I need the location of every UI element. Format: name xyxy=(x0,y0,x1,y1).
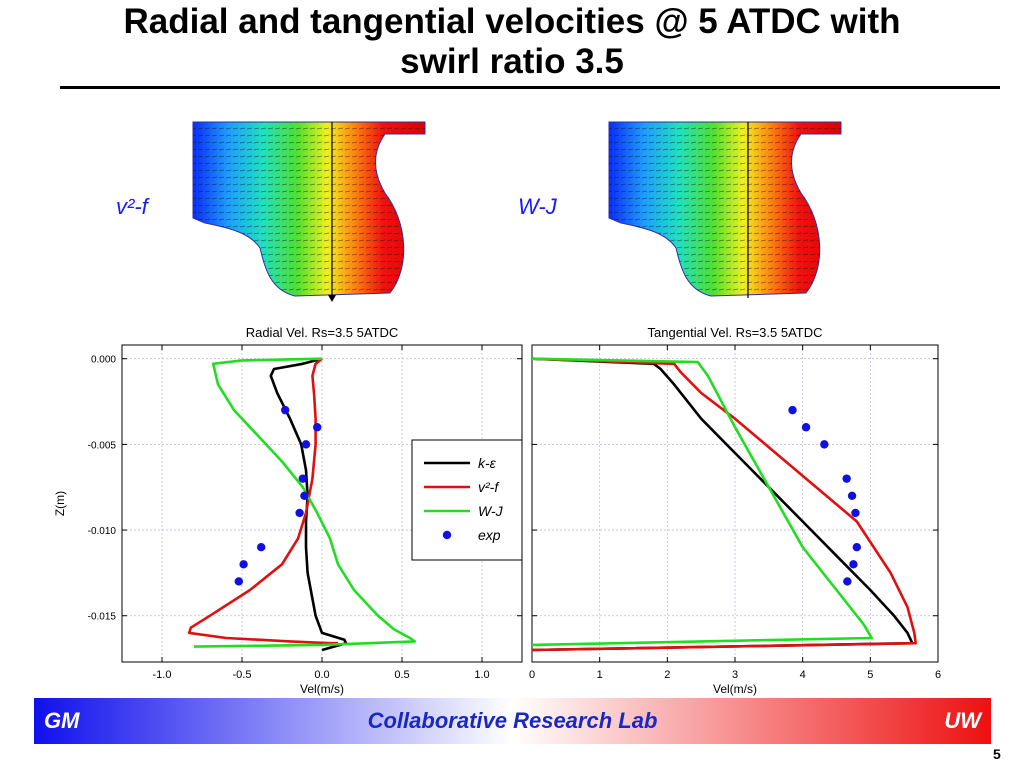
chart-title: Radial Vel. Rs=3.5 5ATDC xyxy=(246,325,399,340)
series-exp-point xyxy=(295,508,304,518)
series-exp-point xyxy=(820,440,829,449)
footer-banner: GM Collaborative Research Lab UW xyxy=(34,698,991,744)
series-exp-point xyxy=(298,474,307,483)
footer-left: GM xyxy=(44,708,80,733)
legend-swatch-dot xyxy=(442,530,452,540)
series-exp-point xyxy=(234,577,243,586)
series-exp-point xyxy=(239,560,248,569)
chart-title: Tangential Vel. Rs=3.5 5ATDC xyxy=(648,325,823,340)
footer-center: Collaborative Research Lab xyxy=(367,708,658,733)
title-divider xyxy=(60,86,1000,89)
cfd-left-label: v²-f xyxy=(116,194,148,219)
slide-title-line1: Radial and tangential velocities @ 5 ATD… xyxy=(123,2,901,41)
series-WJ-line xyxy=(193,357,417,648)
y-tick-label: 0.000 xyxy=(91,355,116,366)
slide-title-line2: swirl ratio 3.5 xyxy=(400,42,624,81)
x-tick-label: 4 xyxy=(800,669,806,681)
series-k-line xyxy=(531,357,914,652)
cfd-vector-field-right xyxy=(608,121,842,298)
x-tick-label: 6 xyxy=(935,669,941,681)
series-exp-point xyxy=(257,542,266,552)
series-exp-point xyxy=(851,508,860,518)
x-tick-label: 5 xyxy=(867,669,873,681)
x-axis-label: Vel(m/s) xyxy=(300,682,344,696)
cfd-right-label: W-J xyxy=(518,194,557,219)
y-tick-label: -0.015 xyxy=(88,612,117,623)
legend-label: k-ε xyxy=(478,455,497,471)
series-exp-point xyxy=(300,491,309,500)
x-tick-label: 1.0 xyxy=(474,669,489,681)
x-tick-label: -0.5 xyxy=(233,669,252,681)
legend-label: v²-f xyxy=(478,479,500,495)
footer-right: UW xyxy=(944,708,981,733)
x-tick-label: 3 xyxy=(732,669,738,681)
series-exp-point xyxy=(852,542,861,552)
series-exp-point xyxy=(281,405,290,415)
x-tick-label: 0 xyxy=(529,669,535,681)
series-k-line xyxy=(269,357,348,652)
x-axis-label: Vel(m/s) xyxy=(713,682,757,696)
series-vf-line xyxy=(187,357,338,645)
slide-title: Radial and tangential velocities @ 5 ATD… xyxy=(0,2,1024,82)
series-exp-point xyxy=(313,423,322,432)
series-exp-point xyxy=(842,474,851,483)
series-exp-point xyxy=(843,577,852,586)
x-tick-label: 2 xyxy=(664,669,670,681)
legend-label: W-J xyxy=(478,503,504,519)
series-exp-point xyxy=(801,423,811,432)
chart-tangential: Tangential Vel. Rs=3.5 5ATDC 0 1 2 3 4 5 6 Vel(m… xyxy=(529,325,941,696)
series-exp-point xyxy=(847,491,857,500)
series-WJ-line xyxy=(531,357,873,647)
page-number: 5 xyxy=(993,746,1001,762)
legend: k-ε v²-f W-J exp xyxy=(411,439,523,561)
legend-label: exp xyxy=(478,527,501,543)
x-tick-label: -1.0 xyxy=(153,669,172,681)
y-tick-label: -0.010 xyxy=(88,526,117,537)
series-exp-point xyxy=(849,560,858,569)
charts-layer: Radial Vel. Rs=3.5 5ATDC -1.0 -0.5 0.0 0.5 1.… xyxy=(53,325,941,696)
series-exp-point xyxy=(301,440,311,449)
x-tick-label: 0.0 xyxy=(314,669,329,681)
cfd-vector-field-left xyxy=(192,121,426,302)
x-tick-label: 0.5 xyxy=(394,669,409,681)
series-vf-line xyxy=(531,357,917,652)
legend-box xyxy=(411,439,523,561)
y-tick-label: -0.005 xyxy=(88,440,117,451)
x-tick-label: 1 xyxy=(597,669,603,681)
y-axis-label: Z(m) xyxy=(53,491,67,516)
series-exp-point xyxy=(788,405,797,415)
